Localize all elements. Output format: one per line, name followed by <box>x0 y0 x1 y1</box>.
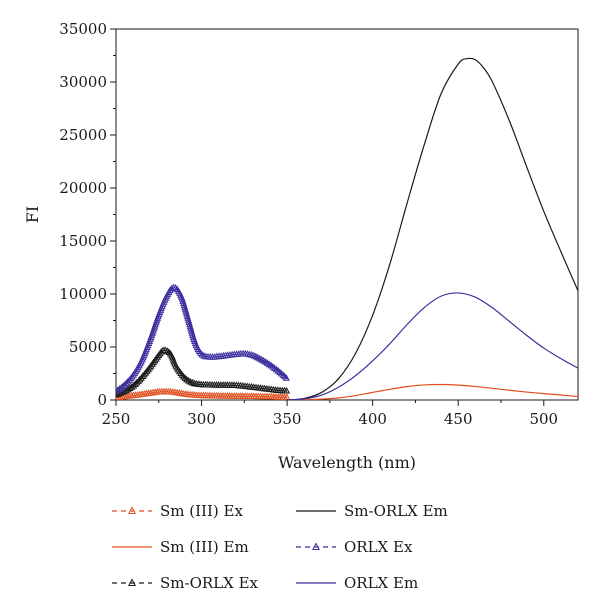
legend-marker <box>312 542 320 550</box>
x-tick-label: 400 <box>358 410 387 428</box>
series-sm-orlx-ex <box>116 346 291 398</box>
plot-area <box>115 28 579 401</box>
legend-item-orlx-ex: ORLX Ex <box>296 538 413 556</box>
legend-marker <box>128 506 136 514</box>
series-sm-iii-em <box>287 383 578 400</box>
series-line-sm-orlx-em <box>287 57 578 400</box>
y-tick-label: 35000 <box>59 20 107 38</box>
data-point-marker <box>122 379 130 387</box>
y-axis-title: FI <box>23 206 42 223</box>
y-tick-label: 30000 <box>59 73 107 91</box>
x-axis-title: Wavelength (nm) <box>278 453 416 472</box>
data-point-marker <box>121 380 129 388</box>
legend-label: ORLX Ex <box>344 538 413 556</box>
x-tick-label: 250 <box>102 410 131 428</box>
legend-item-sm-orlx-em: Sm-ORLX Em <box>296 502 448 520</box>
y-tick-label: 15000 <box>59 232 107 250</box>
legend-label: Sm (III) Em <box>160 538 249 556</box>
legend-label: ORLX Em <box>344 574 418 592</box>
axes: 250 300 350 400 450 5000500010000150002000025… <box>59 20 558 428</box>
x-tick-label: 300 <box>187 410 216 428</box>
x-tick-label: 350 <box>273 410 302 428</box>
series-sm-orlx-em <box>287 57 578 400</box>
data-point-marker <box>131 380 139 388</box>
legend-item-orlx-em: ORLX Em <box>296 574 418 592</box>
data-point-marker <box>124 377 132 385</box>
legend: Sm (III) Ex Sm (III) Em Sm-ORLX Ex Sm-ORLX … <box>112 502 448 592</box>
x-tick-label: 450 <box>444 410 473 428</box>
y-tick-label: 0 <box>97 391 107 409</box>
data-point-marker <box>116 390 120 398</box>
series-sm-iii-ex <box>116 387 291 400</box>
series-line-sm-iii-em <box>287 383 578 400</box>
data-point-marker <box>168 284 176 292</box>
data-point-marker <box>283 386 291 394</box>
legend-label: Sm-ORLX Ex <box>160 574 259 592</box>
legend-item-sm-iii-ex: Sm (III) Ex <box>112 502 243 520</box>
legend-label: Sm (III) Ex <box>160 502 243 520</box>
plot-border <box>115 28 579 401</box>
data-point-marker <box>283 393 291 400</box>
data-point-marker <box>282 374 290 381</box>
y-tick-label: 5000 <box>69 338 107 356</box>
data-point-marker <box>137 374 145 381</box>
series-line-orlx-em <box>287 292 578 400</box>
series-layer <box>116 57 578 400</box>
series-orlx-em <box>287 292 578 400</box>
data-point-marker <box>136 375 144 383</box>
data-point-marker <box>116 393 120 400</box>
legend-item-sm-iii-em: Sm (III) Em <box>112 538 249 556</box>
x-tick-label: 500 <box>529 410 558 428</box>
data-point-marker <box>133 378 141 386</box>
data-point-marker <box>134 377 142 384</box>
legend-marker <box>128 578 136 586</box>
series-orlx-ex <box>116 283 290 395</box>
y-tick-label: 25000 <box>59 126 107 144</box>
y-tick-label: 10000 <box>59 285 107 303</box>
legend-label: Sm-ORLX Em <box>344 502 448 520</box>
y-tick-label: 20000 <box>59 179 107 197</box>
legend-item-sm-orlx-ex: Sm-ORLX Ex <box>112 574 259 592</box>
